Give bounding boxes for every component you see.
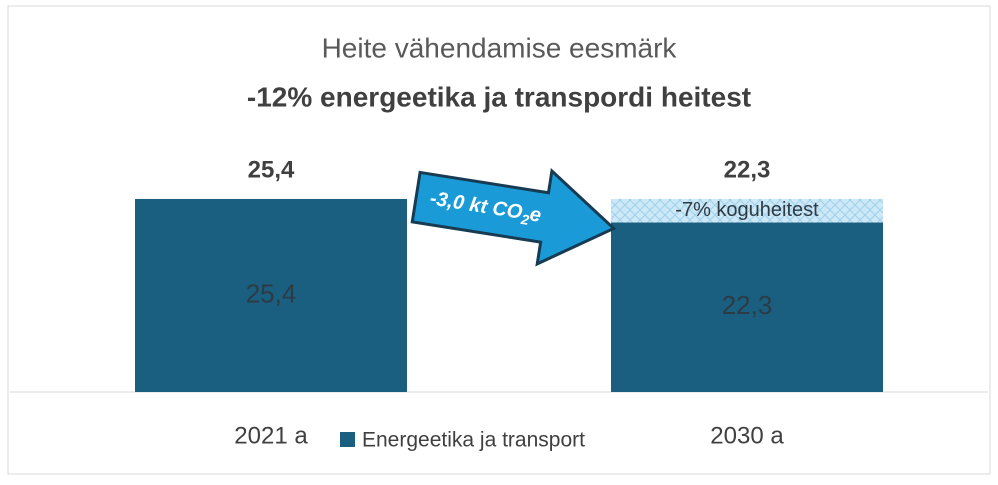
annotation-subscript: 2 (519, 210, 530, 227)
annotation-suffix: e (528, 204, 542, 227)
bar-inner-label: 22,3 (722, 290, 773, 320)
chart-title: Heite vähendamise eesmärk (322, 32, 678, 63)
x-tick-label: 2021 a (234, 422, 308, 449)
plot: 25,4 2021 a 25,4 22,3 2030 a -7% koguheitest 2… (135, 156, 883, 452)
x-tick-label: 2030 a (710, 422, 784, 449)
bar-total-label: 25,4 (248, 156, 295, 183)
arrow-shape (410, 168, 617, 267)
reduction-segment (611, 198, 883, 223)
legend-swatch (340, 432, 355, 447)
bar (611, 222, 883, 392)
bar-inner-label: 25,4 (246, 278, 297, 308)
annotation-arrow: -3,0 kt CO2e (410, 168, 617, 267)
reduction-label: -7% koguheitest (675, 199, 819, 221)
chart-subtitle: -12% energeetika ja transpordi heitest (247, 81, 751, 112)
bar (135, 198, 407, 392)
legend-label: Energeetika ja transport (362, 429, 585, 452)
bar-total-label: 22,3 (724, 156, 771, 183)
